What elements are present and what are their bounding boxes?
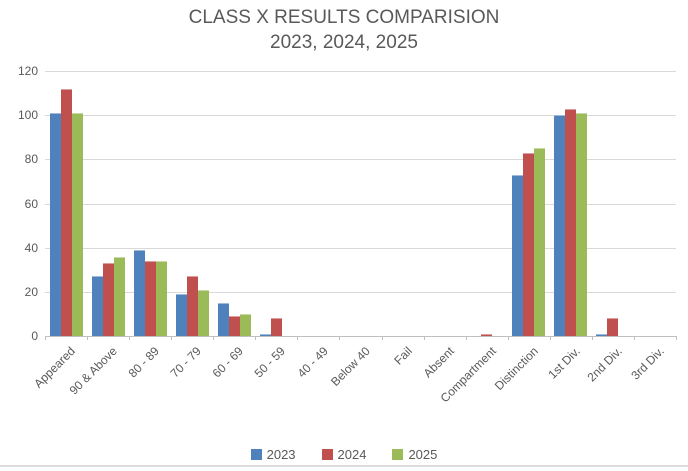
bar-2023-70-79 <box>175 294 187 336</box>
y-axis-tick-label: 100 <box>17 108 38 123</box>
x-axis-tickmark <box>676 336 677 340</box>
chart-title-block: CLASS X RESULTS COMPARISION 2023, 2024, … <box>0 5 688 55</box>
bar-2024-90-above <box>102 263 114 336</box>
plot-area <box>45 71 676 337</box>
gridline <box>45 247 676 249</box>
x-axis-line <box>45 336 676 337</box>
bar-2025-60-69 <box>239 313 251 336</box>
bar-2025-1st-div- <box>576 112 588 336</box>
bar-2024-50-59 <box>270 318 282 336</box>
bar-2023-appeared <box>49 112 61 336</box>
chart-title: CLASS X RESULTS COMPARISION <box>188 7 500 28</box>
bar-2024-appeared <box>60 88 72 336</box>
legend-item-2023: 2023 <box>250 447 296 462</box>
x-axis-tickmark <box>87 336 89 340</box>
y-axis-tick-label: 120 <box>17 64 38 78</box>
bar-2025-distinction <box>534 148 546 336</box>
bar-2023-80-89 <box>133 249 145 336</box>
bar-2025-80-89 <box>155 260 167 336</box>
x-axis-tickmark <box>423 336 425 340</box>
y-axis-tick-label: 60 <box>24 196 38 211</box>
legend-item-2025: 2025 <box>392 447 437 462</box>
x-axis-tickmark <box>171 336 173 340</box>
x-axis-tickmark <box>339 336 341 340</box>
bar-2024-distinction <box>523 152 535 336</box>
legend-label: 2024 <box>337 447 367 462</box>
legend-label: 2023 <box>266 447 296 462</box>
bar-2024-80-89 <box>144 260 156 336</box>
x-axis-tickmark <box>633 336 635 340</box>
y-axis-tick-label: 40 <box>24 240 38 255</box>
bar-2024-1st-div- <box>565 108 577 336</box>
bar-2023-50-59 <box>259 333 271 336</box>
legend-label: 2025 <box>408 447 438 462</box>
bar-2024-compartment <box>481 333 493 336</box>
x-axis-tickmark <box>591 336 593 340</box>
gridline <box>45 71 676 72</box>
gridline <box>45 291 676 293</box>
gridline <box>45 159 676 161</box>
gridline <box>45 115 676 117</box>
x-axis-tickmark <box>129 336 131 340</box>
x-axis-tickmark <box>255 336 257 340</box>
bar-2025-90-above <box>113 256 125 336</box>
x-axis-tickmark <box>297 336 299 340</box>
bar-2025-70-79 <box>197 289 209 336</box>
bar-2024-70-79 <box>186 276 198 336</box>
legend-swatch-2024 <box>321 449 333 460</box>
bar-2023-90-above <box>91 276 103 336</box>
bar-2023-distinction <box>512 174 524 336</box>
x-axis-tickmark <box>213 336 215 340</box>
bar-2024-60-69 <box>228 316 240 336</box>
gridline <box>45 203 676 205</box>
x-axis-tickmark <box>507 336 509 340</box>
bar-2023-1st-div- <box>554 115 566 336</box>
legend: 2023 2024 2025 <box>0 447 688 462</box>
x-axis-tickmark <box>549 336 551 340</box>
x-axis-tickmark <box>45 336 46 340</box>
legend-item-2024: 2024 <box>321 447 367 462</box>
bar-2023-2nd-div- <box>596 333 608 336</box>
y-axis-tick-label: 0 <box>31 329 38 343</box>
bar-2024-2nd-div- <box>607 318 619 336</box>
bar-2023-60-69 <box>217 302 229 336</box>
y-axis-tick-label: 80 <box>24 152 38 167</box>
legend-swatch-2025 <box>392 449 404 460</box>
bottom-border <box>0 465 688 467</box>
chart-subtitle: 2023, 2024, 2025 <box>270 32 418 53</box>
x-axis-tickmark <box>381 336 383 340</box>
x-axis-tickmark <box>465 336 467 340</box>
y-axis-tick-label: 20 <box>24 284 38 299</box>
bar-2025-appeared <box>71 112 83 336</box>
legend-swatch-2023 <box>250 449 262 460</box>
